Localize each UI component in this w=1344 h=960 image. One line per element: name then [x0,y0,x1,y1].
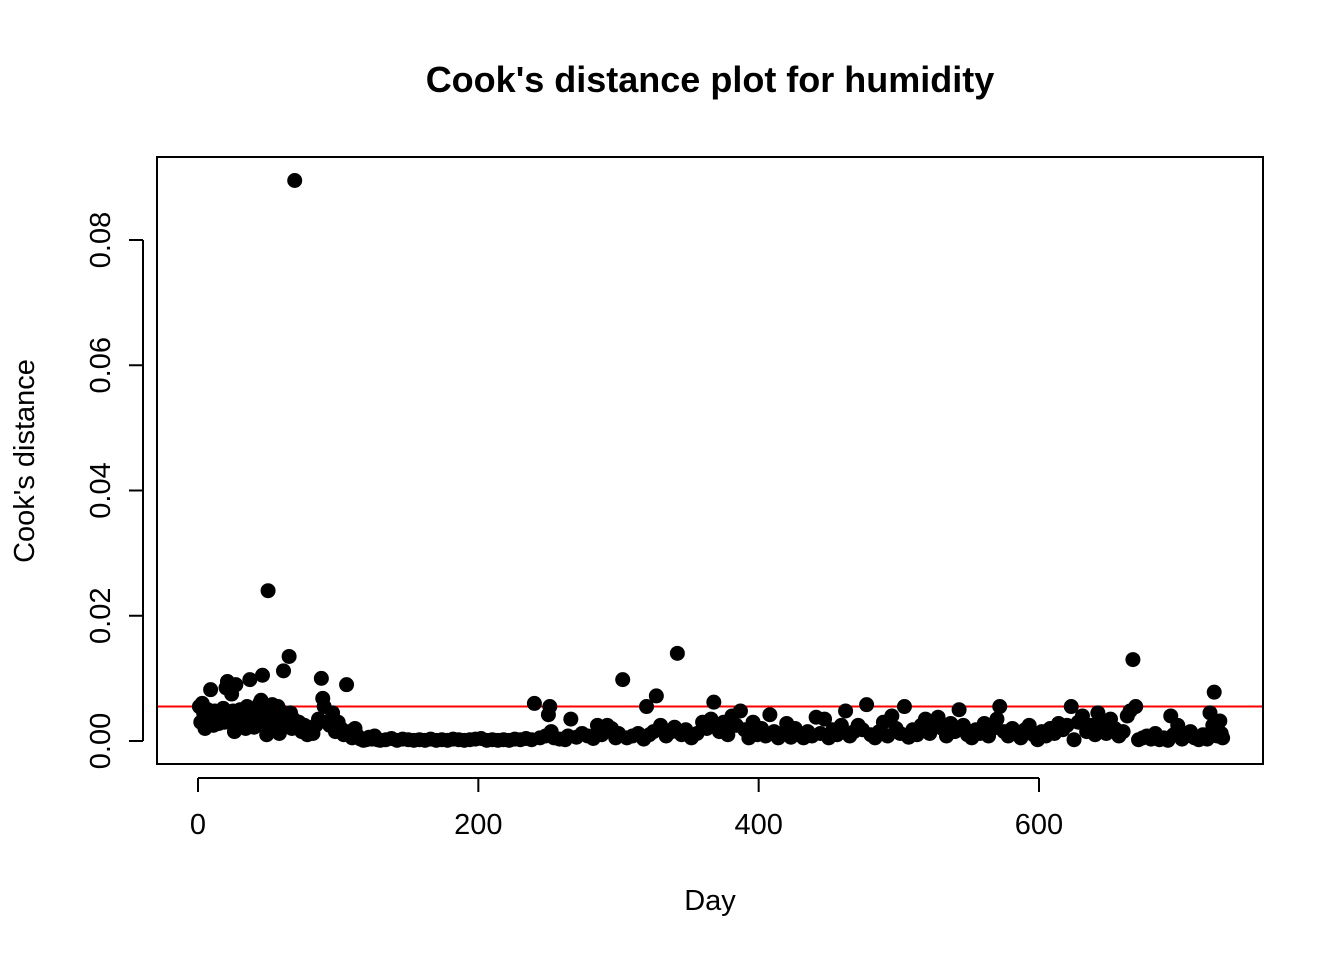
data-point [1063,699,1079,715]
data-points [191,173,1231,748]
data-point [339,677,355,693]
data-point [989,711,1005,727]
data-point [669,645,685,661]
data-point [1087,727,1103,743]
data-point [884,708,900,724]
data-point [992,699,1008,715]
y-tick-label: 0.04 [85,462,117,518]
data-point [762,707,778,723]
data-point [1170,717,1186,733]
y-tick-label: 0.06 [85,337,117,393]
data-point [276,663,292,679]
y-tick-label: 0.02 [85,588,117,644]
data-point [287,173,303,189]
data-point [228,677,244,693]
chart-title: Cook's distance plot for humidity [426,59,995,100]
y-axis-label: Cook's distance [9,359,41,563]
data-point [1206,684,1222,700]
y-tick-label: 0.00 [85,713,117,769]
data-point [313,670,329,686]
y-axis: 0.00 0.02 0.04 0.06 0.08 [85,212,144,769]
data-point [648,688,664,704]
data-point [1125,652,1141,668]
x-tick-label: 600 [1015,809,1063,841]
data-point [639,699,655,715]
data-point [833,717,849,733]
data-point [896,699,912,715]
data-point [859,697,875,713]
y-tick-label: 0.08 [85,212,117,268]
x-tick-label: 400 [734,809,782,841]
plot-frame [156,156,1264,765]
data-point [203,682,219,698]
x-tick-label: 0 [190,809,206,841]
data-point [1066,732,1082,748]
data-point [838,703,854,719]
data-point [951,702,967,718]
data-point [1215,730,1231,746]
data-point [817,711,833,727]
data-point [260,583,276,599]
x-tick-label: 200 [454,809,502,841]
data-point [242,672,258,688]
data-point [1115,724,1131,740]
data-point [732,703,748,719]
data-point [1128,699,1144,715]
x-axis: 0 200 400 600 [190,777,1063,841]
data-point [1212,713,1228,729]
data-point [563,711,579,727]
data-point [615,672,631,688]
data-point [281,648,297,664]
data-point [930,709,946,725]
data-point [922,725,938,741]
x-axis-label: Day [684,885,736,917]
data-point [254,667,270,683]
data-point [706,694,722,710]
data-point [526,695,542,711]
data-point [542,699,558,715]
